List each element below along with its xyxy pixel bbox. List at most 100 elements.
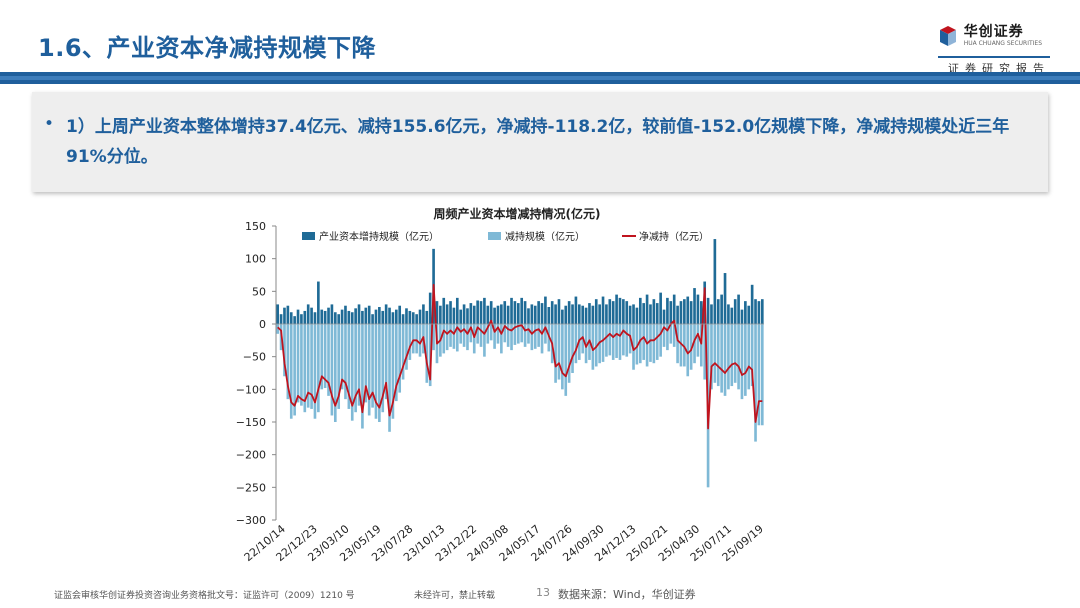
increase-bar <box>500 304 503 324</box>
decrease-bar <box>364 324 368 403</box>
decrease-bar <box>506 324 510 347</box>
decrease-bar <box>611 324 615 360</box>
header-rule <box>938 56 1050 58</box>
legend-label: 净减持（亿元） <box>639 230 709 243</box>
increase-bar <box>591 305 595 324</box>
y-tick-label: −300 <box>236 514 266 527</box>
decrease-bar <box>737 324 740 390</box>
increase-bar <box>286 305 290 324</box>
increase-bar <box>679 301 683 324</box>
increase-bar <box>469 303 473 324</box>
increase-bar <box>611 301 615 324</box>
decrease-bar <box>449 324 452 347</box>
decrease-bar <box>557 324 561 380</box>
increase-bar <box>442 297 446 324</box>
increase-bar <box>723 273 727 324</box>
decrease-bar <box>496 324 500 344</box>
increase-bar <box>296 309 300 324</box>
decrease-bar <box>659 324 662 357</box>
decrease-bar <box>445 324 449 351</box>
increase-bar <box>418 309 422 324</box>
decrease-bar <box>744 324 747 396</box>
page-number: 13 <box>536 586 550 599</box>
increase-bar <box>378 307 381 324</box>
increase-bar <box>415 314 418 324</box>
increase-bar <box>323 310 327 324</box>
net-series <box>277 283 763 430</box>
increase-bar <box>313 312 317 324</box>
decrease-bar <box>652 324 656 364</box>
increase-bar <box>696 294 700 324</box>
increase-bar <box>615 294 618 324</box>
increase-bar <box>737 294 740 324</box>
increase-bar <box>750 284 754 324</box>
decrease-bar <box>683 324 686 367</box>
decrease-bar <box>513 324 517 345</box>
increase-bar <box>577 304 581 324</box>
increase-bar <box>364 307 368 324</box>
increase-bar <box>516 303 520 324</box>
decrease-bar <box>476 324 479 344</box>
increase-bar <box>486 305 490 324</box>
decrease-bar <box>689 324 693 370</box>
legend-label: 减持规模（亿元） <box>505 230 585 243</box>
decrease-bar <box>713 324 717 383</box>
increase-bar <box>625 301 629 324</box>
increase-bar <box>547 307 551 324</box>
increase-bar <box>452 307 456 324</box>
decrease-bar <box>669 324 673 344</box>
decrease-bar <box>469 324 473 343</box>
increase-bar <box>520 297 524 324</box>
decrease-bar <box>388 324 391 432</box>
decrease-bar <box>527 324 530 344</box>
increase-bar <box>652 299 656 324</box>
decrease-bar <box>672 324 676 347</box>
increase-bar <box>622 299 625 324</box>
increase-bar <box>571 304 574 324</box>
decrease-bar <box>584 324 588 364</box>
increase-bar <box>466 308 469 324</box>
decrease-bar <box>503 324 507 343</box>
decrease-bar <box>733 324 737 383</box>
decrease-bar <box>296 324 300 403</box>
decrease-bar <box>415 324 418 354</box>
decrease-bar <box>740 324 744 400</box>
decrease-bar <box>730 324 734 387</box>
increase-bar <box>483 297 486 324</box>
legend-label: 产业资本增持规模（亿元） <box>319 230 439 243</box>
increase-bar <box>347 310 351 324</box>
increase-bar <box>683 299 686 324</box>
decrease-bar <box>622 324 625 356</box>
increase-bar <box>333 312 337 324</box>
increase-bar <box>754 299 757 324</box>
summary-bullet: • <box>44 114 55 134</box>
increase-bar <box>276 304 280 324</box>
increase-bar <box>391 312 395 324</box>
decrease-bar <box>411 324 415 354</box>
increase-bar <box>527 308 530 324</box>
increase-bar <box>340 309 344 324</box>
y-tick-label: −250 <box>236 481 266 494</box>
decrease-bar <box>472 324 476 354</box>
increase-bar <box>740 309 744 324</box>
decrease-bar <box>537 324 540 347</box>
decrease-bar <box>716 324 720 387</box>
increase-bar <box>567 301 571 324</box>
decrease-bar <box>391 324 395 419</box>
decrease-bar <box>574 324 578 364</box>
decrease-bar <box>594 324 598 367</box>
increase-bar <box>317 281 320 324</box>
y-tick-label: 100 <box>245 253 266 266</box>
decrease-bar <box>455 324 459 352</box>
decrease-bar <box>696 324 700 357</box>
increase-bar <box>459 309 463 324</box>
decrease-bar <box>361 324 364 429</box>
increase-bar <box>330 304 334 324</box>
increase-bar <box>394 309 398 324</box>
increase-bar <box>425 310 429 324</box>
decrease-bar <box>720 324 723 393</box>
decrease-bar <box>625 324 629 357</box>
increase-bar <box>408 310 412 324</box>
increase-bar <box>588 303 591 324</box>
increase-bar <box>310 307 313 324</box>
